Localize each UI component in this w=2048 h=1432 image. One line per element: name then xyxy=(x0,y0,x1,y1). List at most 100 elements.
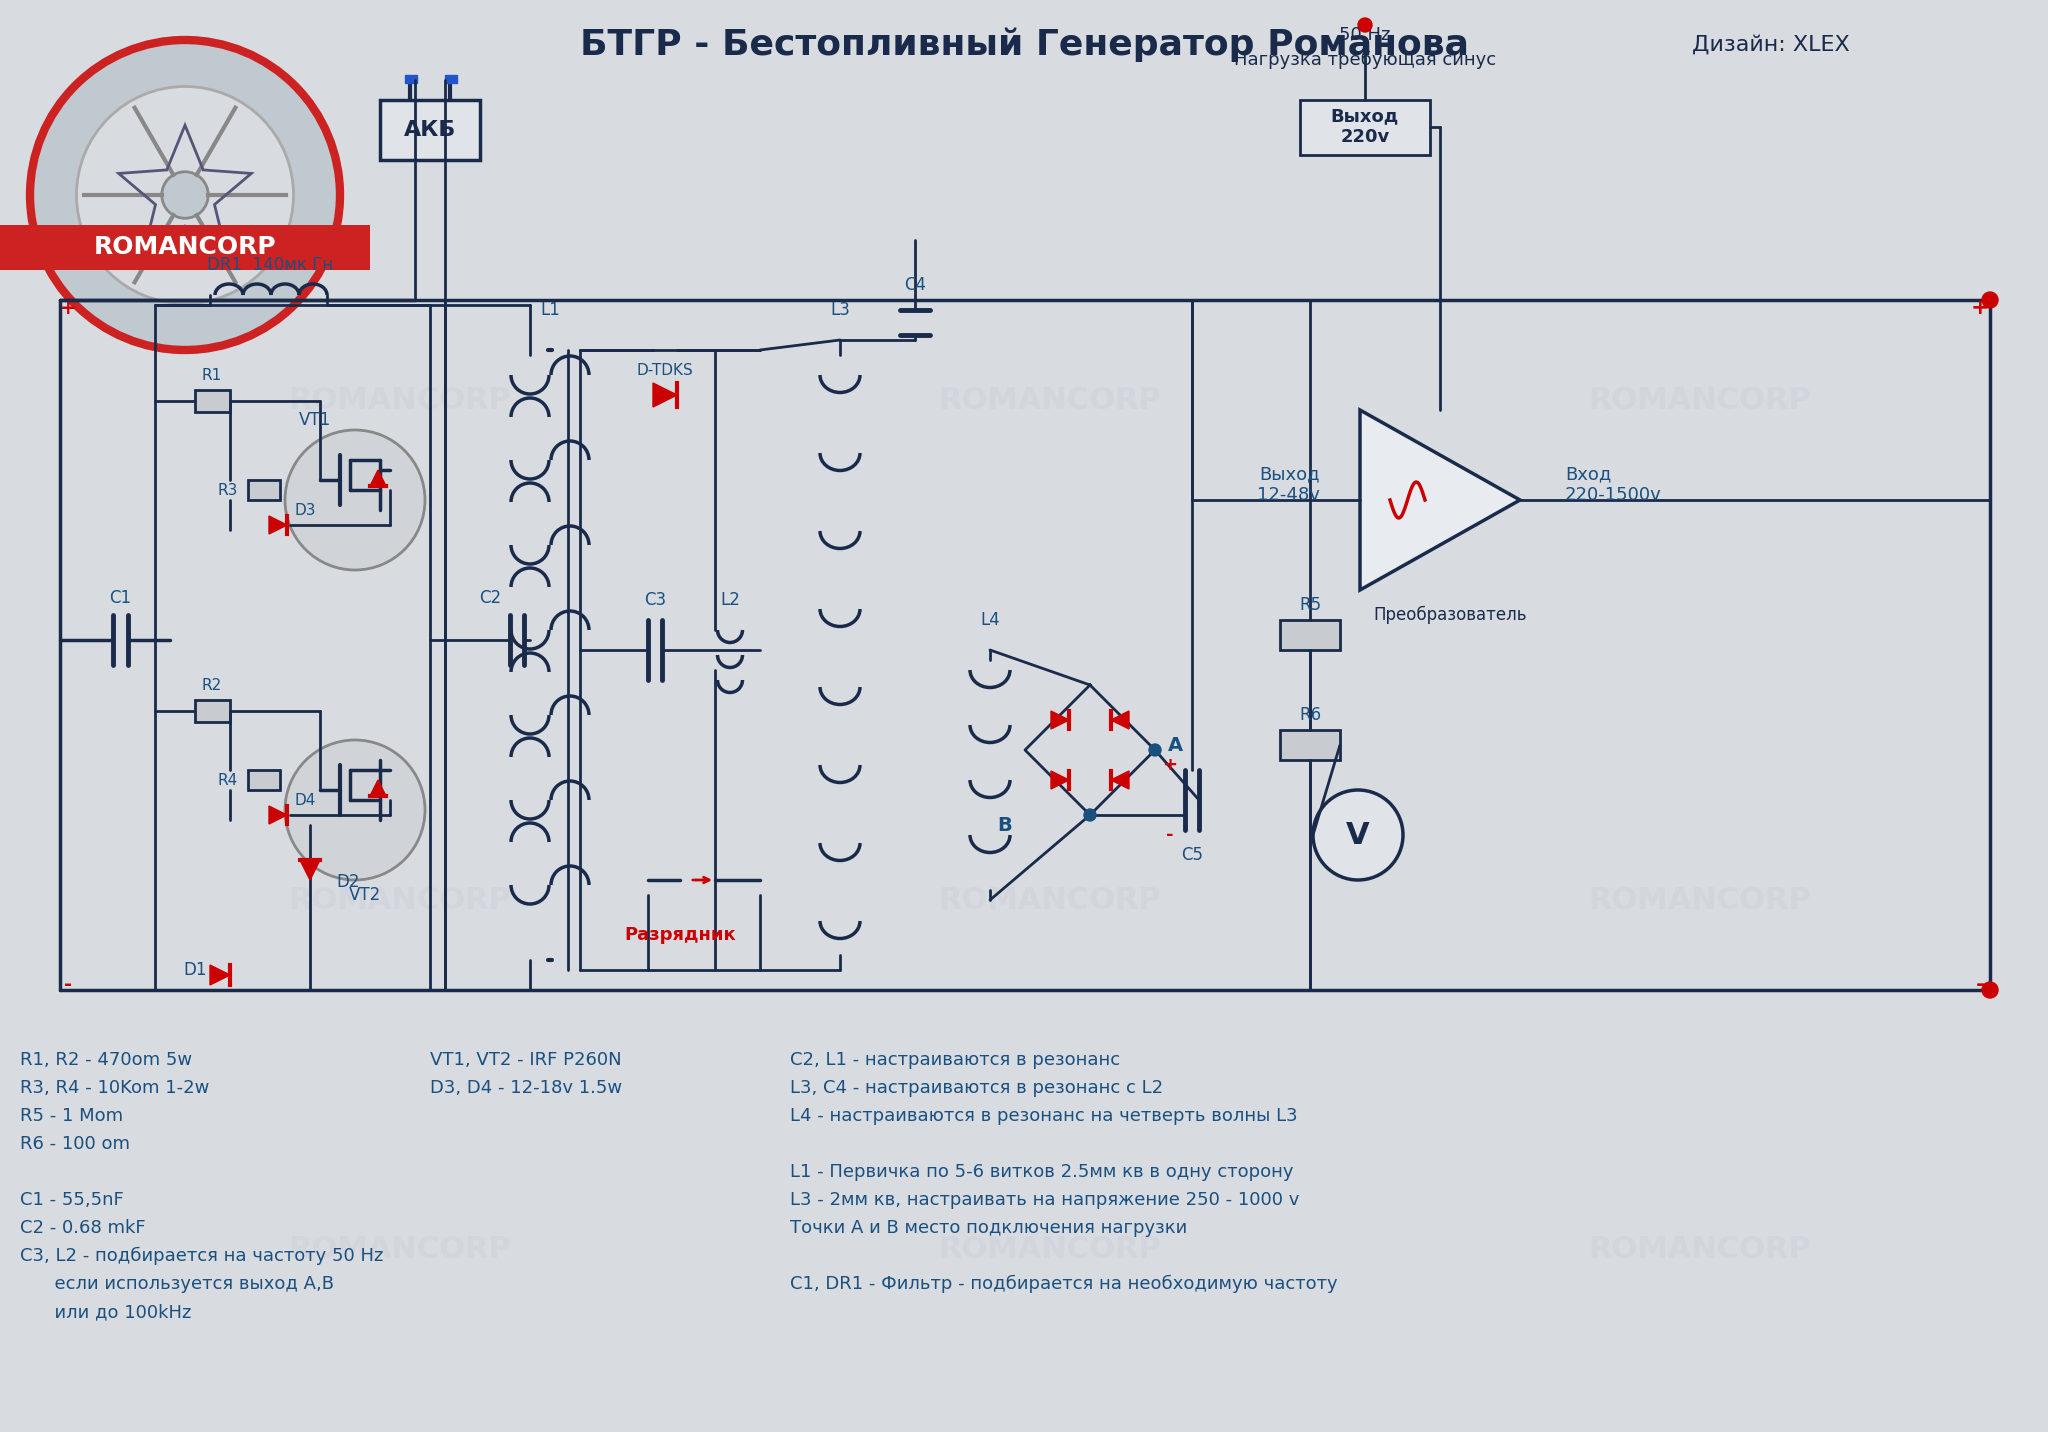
Text: L2: L2 xyxy=(721,591,739,609)
Circle shape xyxy=(76,86,293,304)
Text: D3: D3 xyxy=(295,503,315,517)
Bar xyxy=(406,74,418,83)
Text: C1: C1 xyxy=(109,589,131,607)
Text: D3, D4 - 12-18v 1.5w: D3, D4 - 12-18v 1.5w xyxy=(430,1078,623,1097)
Text: если используется выход А,В: если используется выход А,В xyxy=(20,1274,334,1293)
Text: Нагрузка требующая синус: Нагрузка требующая синус xyxy=(1235,52,1495,69)
Text: +: + xyxy=(59,298,76,318)
Text: L1: L1 xyxy=(541,301,559,319)
Text: L4 - настраиваются в резонанс на четверть волны L3: L4 - настраиваются в резонанс на четверт… xyxy=(791,1107,1298,1126)
Bar xyxy=(444,74,457,83)
Polygon shape xyxy=(1110,712,1128,729)
Circle shape xyxy=(1083,809,1096,821)
Text: Разрядник: Разрядник xyxy=(625,927,735,944)
Text: ROMANCORP: ROMANCORP xyxy=(1589,1236,1810,1264)
Text: R4: R4 xyxy=(217,772,238,788)
Text: C1 - 55,5nF: C1 - 55,5nF xyxy=(20,1191,123,1209)
Text: R3: R3 xyxy=(217,483,238,497)
Text: L3 - 2мм кв, настраивать на напряжение 250 - 1000 v: L3 - 2мм кв, настраивать на напряжение 2… xyxy=(791,1191,1298,1209)
Circle shape xyxy=(1358,19,1372,32)
Text: VT2: VT2 xyxy=(348,886,381,904)
Text: Преобразователь: Преобразователь xyxy=(1374,606,1526,624)
Circle shape xyxy=(162,172,209,218)
Text: ROMANCORP: ROMANCORP xyxy=(1589,885,1810,915)
Circle shape xyxy=(285,740,426,881)
Circle shape xyxy=(1313,790,1403,881)
Polygon shape xyxy=(371,470,385,485)
Circle shape xyxy=(1982,292,1999,308)
Text: ROMANCORP: ROMANCORP xyxy=(94,235,276,259)
Text: D-TDKS: D-TDKS xyxy=(637,362,694,378)
Text: C2: C2 xyxy=(479,589,502,607)
Text: Точки А и В место подключения нагрузки: Точки А и В место подключения нагрузки xyxy=(791,1219,1188,1237)
Circle shape xyxy=(31,40,340,349)
Text: D4: D4 xyxy=(295,792,315,808)
Text: R1, R2 - 470om 5w: R1, R2 - 470om 5w xyxy=(20,1051,193,1070)
Text: L3, C4 - настраиваются в резонанс с L2: L3, C4 - настраиваются в резонанс с L2 xyxy=(791,1078,1163,1097)
Text: C3, L2 - подбирается на частоту 50 Hz: C3, L2 - подбирается на частоту 50 Hz xyxy=(20,1247,383,1264)
Text: 50 Hz: 50 Hz xyxy=(1339,26,1391,44)
Text: ROMANCORP: ROMANCORP xyxy=(1589,385,1810,414)
Circle shape xyxy=(1982,982,1999,998)
Polygon shape xyxy=(1051,770,1069,789)
Text: R6 - 100 om: R6 - 100 om xyxy=(20,1136,129,1153)
Text: R1: R1 xyxy=(203,368,221,382)
Text: VT1, VT2 - IRF P260N: VT1, VT2 - IRF P260N xyxy=(430,1051,623,1070)
Bar xyxy=(248,480,281,500)
Text: Выход
220v: Выход 220v xyxy=(1331,107,1399,146)
Circle shape xyxy=(285,430,426,570)
Bar xyxy=(195,700,229,722)
Text: или до 100kHz: или до 100kHz xyxy=(20,1303,190,1320)
Text: C5: C5 xyxy=(1182,846,1202,863)
Text: Дизайн: XLEX: Дизайн: XLEX xyxy=(1692,34,1849,54)
Text: R5: R5 xyxy=(1298,596,1321,614)
Text: ROMANCORP: ROMANCORP xyxy=(938,1236,1161,1264)
Polygon shape xyxy=(268,516,287,534)
Text: ROMANCORP: ROMANCORP xyxy=(289,385,512,414)
Text: VT1: VT1 xyxy=(299,411,332,430)
Text: АКБ: АКБ xyxy=(403,120,457,140)
Text: DR1  140мк Гн: DR1 140мк Гн xyxy=(207,256,334,274)
Text: D2: D2 xyxy=(336,874,360,891)
Bar xyxy=(248,770,281,790)
Text: -: - xyxy=(1976,975,1985,995)
Text: B: B xyxy=(997,815,1012,835)
Text: R5 - 1 Mom: R5 - 1 Mom xyxy=(20,1107,123,1126)
Text: Выход
12-48v: Выход 12-48v xyxy=(1257,465,1321,504)
Text: ROMANCORP: ROMANCORP xyxy=(289,885,512,915)
Text: D1: D1 xyxy=(182,961,207,979)
Text: C1, DR1 - Фильтр - подбирается на необходимую частоту: C1, DR1 - Фильтр - подбирается на необхо… xyxy=(791,1274,1337,1293)
Text: L1 - Первичка по 5-6 витков 2.5мм кв в одну сторону: L1 - Первичка по 5-6 витков 2.5мм кв в о… xyxy=(791,1163,1294,1181)
Polygon shape xyxy=(299,861,319,881)
Circle shape xyxy=(1149,745,1161,756)
Polygon shape xyxy=(371,780,385,796)
Bar xyxy=(195,390,229,412)
Text: R6: R6 xyxy=(1298,706,1321,725)
Text: R3, R4 - 10Kom 1-2w: R3, R4 - 10Kom 1-2w xyxy=(20,1078,209,1097)
Text: ROMANCORP: ROMANCORP xyxy=(289,1236,512,1264)
Text: C4: C4 xyxy=(903,276,926,294)
Text: R2: R2 xyxy=(203,677,221,693)
Text: ROMANCORP: ROMANCORP xyxy=(938,885,1161,915)
Bar xyxy=(1280,730,1339,760)
Text: +: + xyxy=(1970,298,1989,318)
Polygon shape xyxy=(211,965,229,985)
Text: C3: C3 xyxy=(643,591,666,609)
Text: C2, L1 - настраиваются в резонанс: C2, L1 - настраиваются в резонанс xyxy=(791,1051,1120,1070)
Text: C2 - 0.68 mkF: C2 - 0.68 mkF xyxy=(20,1219,145,1237)
Text: -: - xyxy=(63,975,72,994)
Text: БТГР - Бестопливный Генератор Романова: БТГР - Бестопливный Генератор Романова xyxy=(580,27,1468,62)
Text: L3: L3 xyxy=(829,301,850,319)
Polygon shape xyxy=(1110,770,1128,789)
Text: V: V xyxy=(1346,821,1370,849)
Text: Вход
220-1500v: Вход 220-1500v xyxy=(1565,465,1661,504)
Text: L4: L4 xyxy=(981,611,999,629)
Polygon shape xyxy=(268,806,287,823)
Bar xyxy=(1280,620,1339,650)
Polygon shape xyxy=(1051,712,1069,729)
Polygon shape xyxy=(653,382,678,407)
Bar xyxy=(1300,100,1430,155)
Polygon shape xyxy=(1360,410,1520,590)
Bar xyxy=(0,225,371,271)
Text: A: A xyxy=(1167,736,1182,755)
